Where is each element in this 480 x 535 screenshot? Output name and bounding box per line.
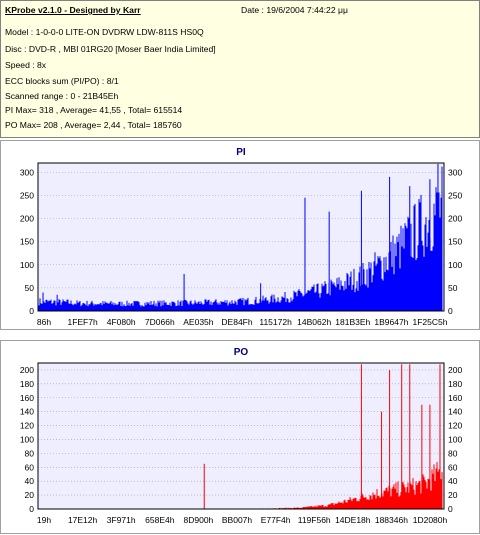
- y-tick-label-left: 100: [20, 434, 34, 444]
- y-tick-label-left: 100: [20, 260, 34, 270]
- x-tick-label: DE84Fh: [221, 317, 252, 327]
- x-tick-label: 19h: [37, 515, 51, 525]
- x-tick-label: 17E12h: [68, 515, 98, 525]
- y-tick-label-right: 160: [448, 393, 462, 403]
- x-tick-label: 115172h: [259, 317, 292, 327]
- x-tick-label: 14B062h: [297, 317, 331, 327]
- chart-title: PO: [234, 347, 249, 358]
- plot-frame: [37, 162, 445, 312]
- y-tick-label-left: 60: [25, 462, 35, 472]
- y-tick-label-left: 200: [20, 214, 34, 224]
- y-tick-label-left: 120: [20, 421, 34, 431]
- y-tick-label-right: 120: [448, 421, 462, 431]
- y-tick-label-left: 50: [25, 283, 35, 293]
- y-tick-label-left: 160: [20, 393, 34, 403]
- y-tick-label-left: 0: [29, 504, 34, 514]
- x-tick-label: 86h: [37, 317, 51, 327]
- y-tick-label-left: 150: [20, 237, 34, 247]
- y-tick-label-left: 20: [25, 490, 35, 500]
- x-tick-label: 7D066h: [145, 317, 175, 327]
- pi-chart: PI 0 0 50 50 100 100 150 150 200 200 250 250 300 300 86…: [20, 147, 463, 327]
- y-tick-label-right: 50: [448, 283, 458, 293]
- pi-chart-panel: PI 0 0 50 50 100 100 150 150 200 200 250 250 300 300 86…: [0, 140, 480, 330]
- y-tick-label-right: 140: [448, 407, 462, 417]
- drive-info-panel: KProbe v2.1.0 - Designed by Karr Date : …: [0, 0, 480, 138]
- x-tick-label: 4F080h: [107, 317, 136, 327]
- po-chart-panel: PO 0 0 20 20 40 40 60 60 80 80 100 100 120 120 140 140 16…: [0, 340, 480, 534]
- disc-type: Disc : DVD-R , MBI 01RG20 [Moser Baer In…: [5, 44, 216, 54]
- y-tick-label-right: 20: [448, 490, 458, 500]
- x-tick-label: 119F56h: [298, 515, 331, 525]
- y-tick-label-left: 0: [29, 306, 34, 316]
- x-tick-label: 14DE18h: [335, 515, 371, 525]
- y-tick-label-right: 200: [448, 214, 462, 224]
- y-tick-label-right: 180: [448, 379, 462, 389]
- x-tick-label: 1FEF7h: [67, 317, 98, 327]
- x-tick-label: AE035h: [183, 317, 214, 327]
- x-tick-label: 3F971h: [107, 515, 136, 525]
- y-tick-label-left: 300: [20, 167, 34, 177]
- y-tick-label-left: 40: [25, 476, 35, 486]
- plot-frame: [37, 362, 445, 510]
- y-tick-label-right: 100: [448, 260, 462, 270]
- y-tick-label-left: 250: [20, 190, 34, 200]
- y-tick-label-right: 200: [448, 365, 462, 375]
- y-tick-label-right: 80: [448, 448, 458, 458]
- x-tick-label: 8D900h: [184, 515, 214, 525]
- x-tick-label: 1D2080h: [413, 515, 448, 525]
- y-tick-label-left: 180: [20, 379, 34, 389]
- scanned-range: Scanned range : 0 - 21B45Eh: [5, 91, 119, 101]
- y-tick-label-right: 0: [448, 504, 453, 514]
- drive-model: Model : 1-0-0-0 LITE-ON DVDRW LDW-811S H…: [5, 27, 204, 37]
- y-tick-label-right: 300: [448, 167, 462, 177]
- x-tick-label: 181B3Eh: [335, 317, 370, 327]
- chart-title: PI: [236, 147, 246, 158]
- po-chart: PO 0 0 20 20 40 40 60 60 80 80 100 100 120 120 140 140 16…: [20, 347, 463, 525]
- y-tick-label-left: 80: [25, 448, 35, 458]
- x-tick-label: BB007h: [222, 515, 253, 525]
- y-tick-label-right: 250: [448, 190, 462, 200]
- x-tick-label: 1B9647h: [374, 317, 408, 327]
- x-tick-label: 658E4h: [145, 515, 175, 525]
- y-tick-label-left: 140: [20, 407, 34, 417]
- x-tick-label: 188346h: [375, 515, 408, 525]
- x-tick-label: 1F25C5h: [413, 317, 448, 327]
- plot-area: [37, 362, 445, 510]
- y-tick-label-right: 100: [448, 434, 462, 444]
- x-tick-label: E77F4h: [261, 515, 291, 525]
- pi-summary: PI Max= 318 , Average= 41,55 , Total= 61…: [5, 105, 183, 115]
- y-tick-label-right: 60: [448, 462, 458, 472]
- y-tick-label-right: 0: [448, 306, 453, 316]
- scan-speed: Speed : 8x: [5, 60, 47, 70]
- app-title: KProbe v2.1.0 - Designed by Karr: [5, 5, 141, 15]
- ecc-blocks: ECC blocks sum (PI/PO) : 8/1: [5, 76, 119, 86]
- y-tick-label-right: 150: [448, 237, 462, 247]
- y-tick-label-right: 40: [448, 476, 458, 486]
- y-tick-label-left: 200: [20, 365, 34, 375]
- scan-date: Date : 19/6/2004 7:44:22 μμ: [241, 5, 348, 15]
- po-summary: PO Max= 208 , Average= 2,44 , Total= 185…: [5, 120, 182, 130]
